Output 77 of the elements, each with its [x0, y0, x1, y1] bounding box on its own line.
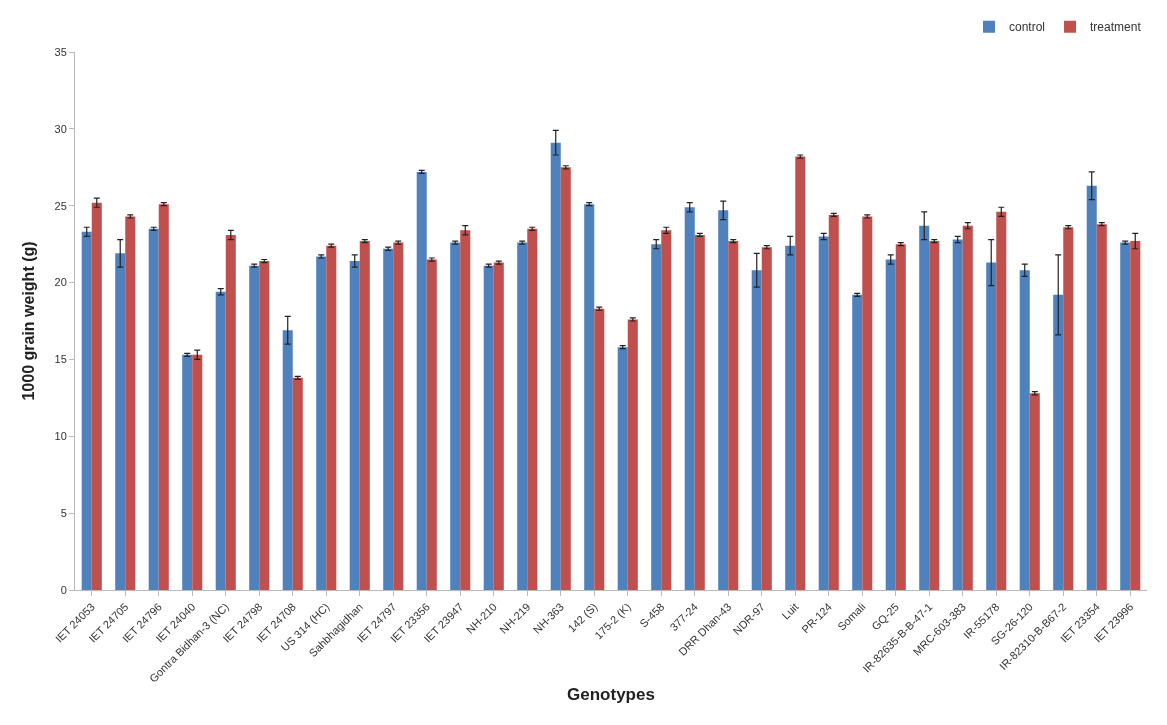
bar [550, 142, 561, 590]
bar [517, 242, 528, 590]
bar [919, 225, 930, 590]
bar [192, 354, 203, 590]
bar [426, 259, 437, 590]
bar [393, 242, 404, 590]
bar [1096, 224, 1107, 590]
y-tick-label: 35 [54, 45, 67, 58]
bar [326, 245, 337, 590]
x-axis-title: Genotypes [567, 685, 655, 705]
y-tick-label: 15 [54, 353, 67, 366]
bar [125, 216, 136, 590]
bar [259, 261, 270, 590]
bar [684, 207, 695, 590]
bar [617, 347, 628, 590]
bar [460, 230, 471, 590]
bar [91, 202, 102, 590]
bar [1053, 294, 1064, 590]
bar [661, 230, 672, 590]
bar [1063, 227, 1074, 590]
y-axis-title: 1000 grain weight (g) [20, 241, 38, 401]
bar [316, 256, 327, 590]
bar [483, 265, 494, 590]
bar [225, 234, 236, 590]
bar [383, 248, 394, 590]
y-tick-label: 5 [60, 506, 67, 519]
bar [627, 319, 638, 590]
bar [651, 244, 662, 590]
bar [785, 245, 796, 590]
bar [292, 377, 303, 590]
bar [450, 242, 461, 590]
bar [359, 241, 370, 590]
bar [115, 253, 126, 590]
bar [215, 291, 226, 590]
bar [560, 167, 571, 590]
bar [694, 234, 705, 590]
bar [885, 259, 896, 590]
bar [81, 231, 92, 590]
bar [527, 228, 538, 590]
bar [416, 171, 427, 590]
bar [751, 270, 762, 590]
bar [249, 265, 260, 590]
bar [584, 204, 595, 590]
legend-label: control [1009, 20, 1046, 35]
bar [862, 216, 873, 590]
y-tick-label: 25 [54, 199, 67, 212]
bar [182, 354, 193, 590]
y-tick-label: 30 [54, 122, 67, 135]
bar [761, 247, 772, 590]
bar [929, 241, 940, 590]
bar [895, 244, 906, 590]
bar [594, 308, 605, 590]
bar [1120, 242, 1131, 590]
bar [818, 236, 829, 590]
bar [148, 228, 159, 590]
bar [1130, 241, 1141, 590]
bar [493, 262, 504, 590]
bar [852, 294, 863, 590]
bar [1086, 185, 1097, 590]
bar [952, 239, 963, 590]
bar [158, 204, 169, 590]
bar [828, 214, 839, 590]
bar [1019, 270, 1030, 590]
y-tick-label: 20 [54, 276, 67, 289]
bar [996, 211, 1007, 590]
bar [728, 241, 739, 590]
legend-label: treatment [1090, 20, 1142, 35]
bar [282, 330, 293, 590]
bar [962, 225, 973, 590]
bar [349, 261, 360, 590]
bar [986, 262, 997, 590]
bar [1029, 393, 1040, 590]
y-tick-label: 0 [60, 583, 67, 596]
bar [795, 156, 806, 590]
bar [718, 210, 729, 590]
x-tick-label: Luit [779, 600, 801, 622]
y-tick-label: 10 [54, 430, 67, 443]
